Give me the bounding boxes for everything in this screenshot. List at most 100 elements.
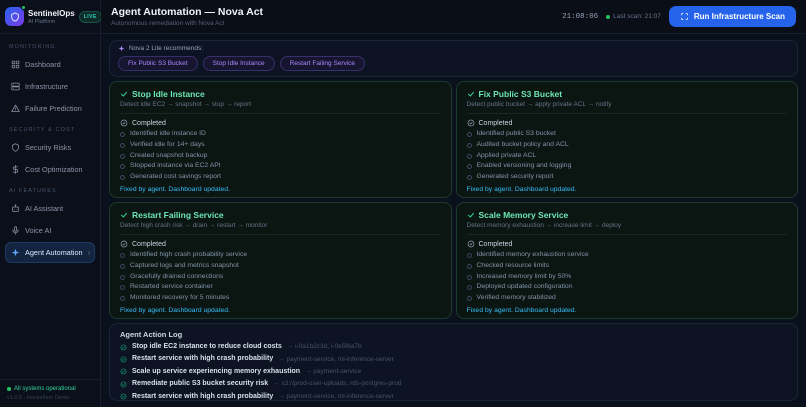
card-step: Audited bucket policy and ACL bbox=[466, 141, 788, 150]
clock: 21:08:06 bbox=[562, 12, 599, 21]
status-label: Completed bbox=[132, 240, 166, 248]
step-dot-icon bbox=[466, 285, 472, 291]
step-dot-icon bbox=[466, 131, 472, 137]
header-actions: 21:08:06 Last scan: 21:07 Run Infrastruc… bbox=[562, 6, 796, 27]
check-icon bbox=[120, 211, 128, 219]
sidebar-item[interactable]: Security Risks › bbox=[5, 137, 95, 158]
card-step: Verified idle for 14+ days bbox=[120, 141, 441, 150]
run-infrastructure-scan-button[interactable]: Run Infrastructure Scan bbox=[668, 6, 796, 27]
step-dot-icon bbox=[466, 142, 472, 148]
card-steps: Identified idle instance ID Verified idl… bbox=[120, 130, 441, 182]
check-icon bbox=[120, 90, 128, 98]
nav-section: MONITORING Dashboard › Infrastructure bbox=[5, 44, 95, 119]
sidebar-item-label: Dashboard bbox=[25, 60, 61, 69]
check-circle-icon bbox=[120, 368, 127, 375]
agent-card: Scale Memory Service Detect memory exhau… bbox=[455, 202, 798, 319]
log-action: Restart service with high crash probabil… bbox=[132, 355, 274, 363]
step-dot-icon bbox=[466, 296, 472, 302]
action-log-entry: Scale up service experiencing memory exh… bbox=[120, 368, 787, 376]
action-log-entry: Restart service with high crash probabil… bbox=[120, 393, 787, 400]
card-result: Fixed by agent. Dashboard updated. bbox=[466, 186, 577, 194]
action-log-title: Agent Action Log bbox=[120, 330, 183, 339]
recommendation-pill[interactable]: Fix Public S3 Bucket bbox=[118, 56, 198, 71]
sidebar-item[interactable]: Infrastructure › bbox=[5, 76, 95, 97]
sidebar-item[interactable]: Voice AI › bbox=[5, 220, 95, 241]
log-action: Stop idle EC2 instance to reduce cloud c… bbox=[132, 343, 282, 350]
card-title: Fix Public S3 Bucket bbox=[467, 89, 788, 99]
step-dot-icon bbox=[120, 274, 125, 280]
recommendations-bar: Nova 2 Lite recommends: Fix Public S3 Bu… bbox=[109, 40, 798, 77]
recommendation-pill[interactable]: Restart Failing Service bbox=[279, 56, 366, 71]
brand: SentinelOps AI Platform LIVE bbox=[0, 0, 102, 34]
step-dot-icon bbox=[466, 274, 472, 280]
page-header: Agent Automation — Nova Act Autonomous r… bbox=[101, 0, 806, 34]
step-dot-icon bbox=[120, 131, 125, 137]
logo bbox=[5, 5, 26, 26]
nav-section: AI FEATURES AI Assistant › Voice AI bbox=[5, 188, 95, 263]
step-dot-icon bbox=[466, 153, 472, 159]
log-targets: → s3://prod-user-uploads, rds-postgres-p… bbox=[273, 380, 402, 388]
card-step: Created snapshot backup bbox=[120, 152, 441, 161]
brand-tagline: AI Platform bbox=[28, 18, 56, 25]
action-log-entries: Stop idle EC2 instance to reduce cloud c… bbox=[120, 343, 787, 400]
sidebar-item[interactable]: Dashboard › bbox=[5, 54, 95, 75]
step-dot-icon bbox=[120, 142, 125, 148]
card-step: Captured logs and metrics snapshot bbox=[120, 262, 441, 271]
card-result: Fixed by agent. Dashboard updated. bbox=[466, 307, 577, 315]
last-scan: Last scan: 21:07 bbox=[606, 13, 661, 20]
chevron-right-icon: › bbox=[87, 247, 91, 257]
nav-section-label: AI FEATURES bbox=[9, 188, 57, 194]
sidebar-item-label: Failure Prediction bbox=[25, 104, 82, 113]
card-pipeline: Detect public bucket → apply private ACL… bbox=[466, 101, 787, 114]
log-action: Remediate public S3 bucket security risk bbox=[132, 380, 269, 388]
page-heading: Agent Automation — Nova Act Autonomous r… bbox=[111, 6, 263, 27]
card-result: Fixed by agent. Dashboard updated. bbox=[120, 186, 230, 194]
agent-cards: Stop Idle Instance Detect idle EC2 → sna… bbox=[109, 81, 798, 319]
bot-icon bbox=[11, 204, 20, 213]
card-steps: Identified memory exhaustion service Che… bbox=[466, 251, 788, 303]
sidebar-item-label: Cost Optimization bbox=[25, 165, 83, 174]
sidebar-item[interactable]: AI Assistant › bbox=[5, 198, 95, 219]
sidebar-item[interactable]: Failure Prediction › bbox=[5, 98, 95, 119]
recommendation-pills: Fix Public S3 Bucket Stop Idle Instance … bbox=[118, 56, 789, 71]
card-step: Identified idle instance ID bbox=[120, 130, 441, 139]
sidebar-item-label: Infrastructure bbox=[25, 82, 68, 91]
action-log-entry: Restart service with high crash probabil… bbox=[120, 355, 787, 363]
check-circle-icon bbox=[120, 356, 127, 363]
log-targets: → payment-service, ml-inference-server bbox=[278, 355, 394, 363]
sidebar-nav: MONITORING Dashboard › Infrastructure bbox=[0, 34, 100, 379]
sidebar-item[interactable]: Cost Optimization › bbox=[5, 159, 95, 180]
version-label: v1.0.0 · Hackathon Demo bbox=[7, 395, 70, 401]
card-step: Monitored recovery for 5 minutes bbox=[120, 294, 441, 303]
recommendation-pill[interactable]: Stop Idle Instance bbox=[202, 56, 275, 71]
card-step: Identified public S3 bucket bbox=[466, 130, 788, 139]
card-step: Identified memory exhaustion service bbox=[466, 251, 788, 260]
step-dot-icon bbox=[120, 175, 125, 181]
card-pipeline: Detect idle EC2 → snapshot → stop → repo… bbox=[120, 101, 441, 114]
live-badge: LIVE bbox=[78, 10, 102, 23]
system-status: All systems operational bbox=[7, 386, 93, 392]
step-dot-icon bbox=[120, 263, 125, 269]
sidebar-item-label: AI Assistant bbox=[25, 204, 64, 213]
card-step: Checked resource limits bbox=[466, 262, 788, 271]
check-circle-icon bbox=[467, 240, 475, 248]
mic-icon bbox=[11, 226, 20, 235]
sidebar-item-label: Agent Automation bbox=[25, 248, 83, 257]
status-label: Completed bbox=[132, 119, 166, 127]
card-step: Applied private ACL bbox=[466, 152, 788, 161]
page-subtitle: Autonomous remediation with Nova Act bbox=[111, 20, 225, 27]
sidebar-footer: All systems operational v1.0.0 · Hackath… bbox=[0, 379, 100, 407]
sidebar: SentinelOps AI Platform LIVE MONITORING … bbox=[0, 0, 102, 407]
grid-icon bbox=[11, 60, 20, 69]
sidebar-item-label: Voice AI bbox=[25, 226, 52, 235]
sidebar-item[interactable]: Agent Automation › bbox=[5, 242, 95, 263]
agent-action-log: Agent Action Log Stop idle EC2 instance … bbox=[109, 323, 798, 401]
log-targets: → payment-service bbox=[305, 368, 362, 376]
check-icon bbox=[467, 211, 475, 219]
card-step: Increased memory limit by 50% bbox=[466, 273, 788, 282]
content: Nova 2 Lite recommends: Fix Public S3 Bu… bbox=[101, 34, 806, 407]
logo-status-dot bbox=[21, 5, 26, 10]
card-step: Identified high crash probability servic… bbox=[120, 251, 441, 260]
card-steps: Identified high crash probability servic… bbox=[120, 251, 441, 303]
step-dot-icon bbox=[120, 153, 125, 159]
